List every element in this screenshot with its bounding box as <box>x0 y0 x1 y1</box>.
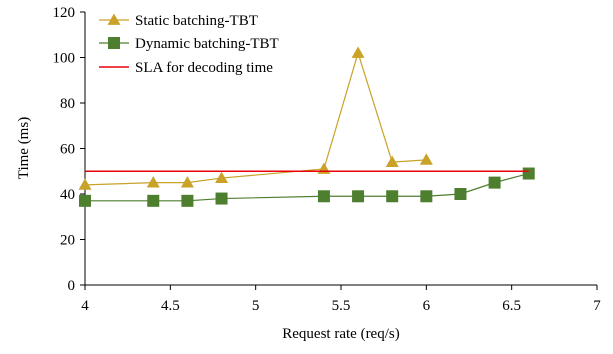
y-tick-label: 100 <box>53 51 76 67</box>
y-axis-title: Time (ms) <box>16 117 32 179</box>
x-axis-title: Request rate (req/s) <box>282 326 399 342</box>
y-tick-label: 40 <box>60 187 75 203</box>
legend-item: Dynamic batching-TBT <box>99 36 279 52</box>
data-point <box>386 190 399 203</box>
data-point <box>351 46 365 58</box>
data-point <box>317 162 331 174</box>
data-point <box>79 194 91 207</box>
series-layer <box>78 46 535 207</box>
legend-marker <box>107 13 121 25</box>
plot-area: 4 4.5 5 5.5 6 6.5 7 0 20 40 60 80 100 120 <box>53 5 602 314</box>
x-tick-label: 7 <box>593 298 601 314</box>
data-point <box>419 153 433 165</box>
y-tick-label: 80 <box>60 96 75 112</box>
x-tick-label: 4 <box>81 298 89 314</box>
data-point <box>385 155 399 168</box>
legend-marker <box>108 37 120 49</box>
data-point <box>215 171 229 183</box>
legend: Static batching-TBT Dynamic batching-TBT S… <box>99 13 279 76</box>
data-point <box>181 194 194 207</box>
legend-item: Static batching-TBT <box>99 13 258 29</box>
series-1 <box>79 167 535 207</box>
legend-label: Static batching-TBT <box>135 13 258 29</box>
data-point <box>180 176 194 188</box>
data-point <box>420 190 433 203</box>
data-point <box>488 176 501 189</box>
data-point <box>522 167 535 180</box>
y-tick-label: 0 <box>68 278 76 294</box>
legend-item: SLA for decoding time <box>99 60 273 76</box>
data-point <box>78 178 92 190</box>
data-point <box>146 176 160 188</box>
legend-label: Dynamic batching-TBT <box>135 36 279 52</box>
data-point <box>454 188 467 200</box>
series-line <box>84 50 427 186</box>
data-point <box>317 190 330 203</box>
legend-label: SLA for decoding time <box>135 60 273 76</box>
x-tick-label: 5 <box>252 298 260 314</box>
x-tick-label: 5.5 <box>332 298 351 314</box>
y-tick-label: 20 <box>60 233 75 249</box>
y-tick-label: 60 <box>60 142 75 158</box>
x-tick-label: 4.5 <box>161 298 180 314</box>
data-point <box>352 190 365 203</box>
axis-ticks: 4 4.5 5 5.5 6 6.5 7 0 20 40 60 80 100 120 <box>53 5 602 314</box>
data-point <box>215 192 228 205</box>
x-tick-label: 6.5 <box>502 298 521 314</box>
x-tick-label: 6 <box>423 298 431 314</box>
data-point <box>147 194 160 207</box>
y-tick-label: 120 <box>53 5 76 21</box>
series-0 <box>78 46 433 190</box>
